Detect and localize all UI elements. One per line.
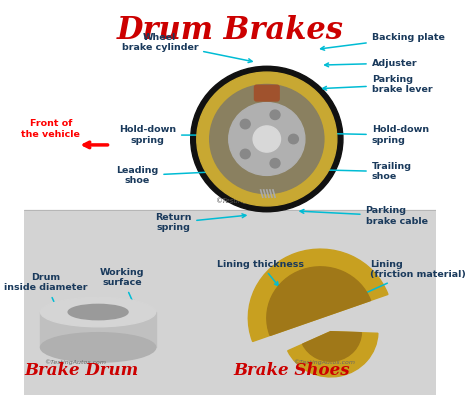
Circle shape: [197, 72, 337, 206]
Circle shape: [240, 149, 250, 159]
Circle shape: [240, 119, 250, 129]
Wedge shape: [248, 249, 388, 341]
Text: ©TestingAutos.com: ©TestingAutos.com: [45, 360, 107, 365]
FancyBboxPatch shape: [255, 85, 279, 101]
Text: Trailing
shoe: Trailing shoe: [317, 162, 412, 181]
Wedge shape: [267, 267, 371, 335]
Text: ©TestingAutos.com: ©TestingAutos.com: [215, 198, 284, 204]
Circle shape: [253, 126, 281, 152]
Text: Brake Shoes: Brake Shoes: [233, 362, 350, 379]
Text: Wheel
brake cylinder: Wheel brake cylinder: [121, 33, 252, 63]
Text: ©TestingAutos.com: ©TestingAutos.com: [293, 360, 356, 365]
Circle shape: [289, 134, 299, 144]
Text: Hold-down
spring: Hold-down spring: [310, 126, 429, 145]
Text: Working
surface: Working surface: [100, 268, 144, 305]
Ellipse shape: [68, 305, 128, 320]
Wedge shape: [288, 332, 378, 377]
Bar: [40, 312, 155, 347]
Bar: [24, 210, 436, 394]
Circle shape: [270, 158, 280, 168]
Text: Return
spring: Return spring: [155, 213, 246, 232]
Ellipse shape: [40, 297, 155, 327]
Text: Adjuster: Adjuster: [325, 59, 418, 68]
Text: Lining
(friction material): Lining (friction material): [355, 260, 465, 298]
Text: Backing plate: Backing plate: [320, 33, 445, 50]
Text: Drum Brakes: Drum Brakes: [116, 15, 343, 46]
Circle shape: [270, 110, 280, 120]
Ellipse shape: [40, 333, 155, 362]
Text: Parking
brake cable: Parking brake cable: [300, 206, 428, 226]
Circle shape: [191, 66, 343, 212]
Text: Parking
brake lever: Parking brake lever: [323, 75, 432, 95]
Text: Drum
inside diameter: Drum inside diameter: [4, 273, 87, 312]
Text: Brake Drum: Brake Drum: [25, 362, 139, 379]
Circle shape: [229, 103, 305, 175]
Text: Lining thickness: Lining thickness: [217, 259, 304, 286]
Wedge shape: [302, 332, 362, 361]
Bar: [24, 2, 436, 210]
Text: Leading
shoe: Leading shoe: [116, 166, 215, 185]
Text: Front of
the vehicle: Front of the vehicle: [21, 120, 80, 139]
Circle shape: [210, 84, 324, 194]
Text: Hold-down
spring: Hold-down spring: [119, 126, 225, 145]
